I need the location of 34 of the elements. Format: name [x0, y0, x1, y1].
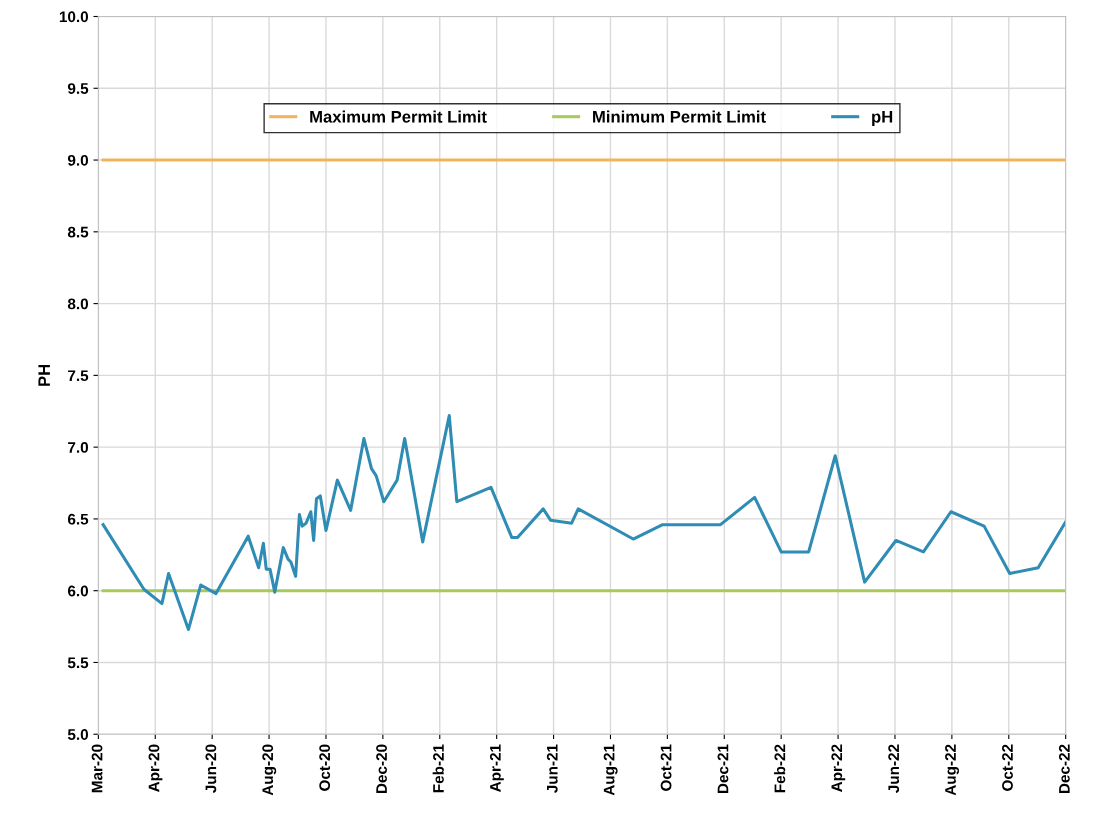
line-series — [101, 414, 1066, 631]
legend-label: pH — [872, 111, 893, 126]
y-tick-label: 10.0 — [59, 11, 89, 23]
x-tick-label: Oct-22 — [1002, 744, 1013, 791]
x-tick-label: Dec-22 — [1058, 744, 1070, 794]
y-tick-label: 8.0 — [67, 298, 89, 310]
x-tick-label: Aug-21 — [603, 744, 618, 796]
x-tick-label: Apr-22 — [831, 744, 846, 792]
y-axis-title: PH — [38, 364, 50, 386]
x-tick-label: Apr-20 — [148, 744, 163, 792]
x-tick-label: Oct-20 — [319, 744, 331, 791]
x-tick-label: Dec-20 — [376, 744, 387, 794]
y-tick-label: 9.0 — [67, 154, 89, 166]
y-tick-label: 7.0 — [68, 442, 89, 453]
x-tick-label: Jun-21 — [546, 744, 558, 793]
y-tick-label: 6.5 — [67, 513, 89, 525]
x-tick-label: Jun-22 — [888, 744, 900, 793]
y-tick-label: 7.5 — [68, 370, 89, 382]
y-tick-label: 6.0 — [67, 585, 89, 597]
legend-label: Maximum Permit Limit — [310, 110, 487, 123]
x-tick-label: Jun-20 — [205, 744, 217, 793]
y-tick-label: 9.5 — [67, 83, 89, 94]
x-tick-label: Feb-21 — [432, 744, 444, 793]
y-tick-label: 5.0 — [67, 729, 89, 740]
x-tick-label: Apr-21 — [489, 744, 504, 792]
y-tick-label: 8.5 — [67, 226, 89, 238]
legend-label: Minimum Permit Limit — [593, 110, 766, 123]
x-tick-label: Feb-22 — [774, 744, 786, 793]
y-tick-label: 5.5 — [67, 657, 89, 669]
x-tick-label: Aug-20 — [262, 744, 277, 796]
x-tick-label: Mar-20 — [91, 744, 103, 793]
x-tick-label: Aug-22 — [945, 744, 959, 796]
x-tick-label: Oct-21 — [660, 744, 672, 791]
x-tick-label: Dec-21 — [717, 744, 729, 794]
